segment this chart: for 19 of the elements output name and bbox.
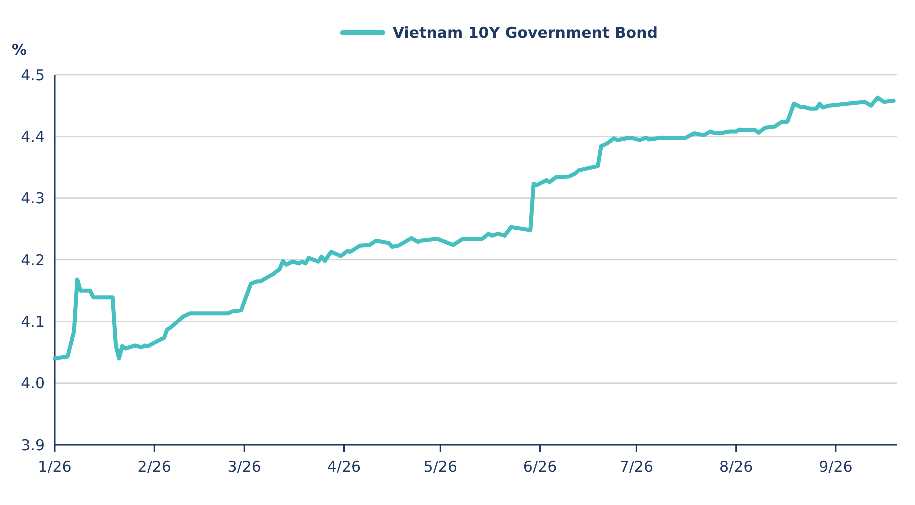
y-tick-label: 3.9	[21, 436, 45, 454]
legend-label: Vietnam 10Y Government Bond	[392, 24, 658, 42]
y-tick-label: 4.2	[21, 251, 45, 270]
y-tick-label: 4.5	[21, 66, 45, 84]
y-tick-label: 4.1	[21, 312, 45, 331]
x-tick-label: 6/26	[523, 458, 558, 476]
x-tick-label: 5/26	[424, 458, 458, 476]
x-tick-label: 7/26	[620, 458, 654, 476]
y-axis-title: %	[12, 41, 28, 59]
x-tick-label: 1/26	[38, 458, 72, 476]
line-series	[53, 96, 896, 361]
x-tick-label: 9/26	[819, 458, 853, 476]
y-tick-label: 4.3	[21, 190, 45, 208]
x-tick-label: 3/26	[228, 458, 262, 476]
x-tick-label: 4/26	[327, 458, 362, 476]
x-tick-label: 8/26	[719, 458, 754, 476]
x-tick-label: 2/26	[138, 458, 172, 476]
y-tick-label: 4.0	[21, 374, 45, 393]
y-tick-label: 4.4	[21, 128, 45, 146]
